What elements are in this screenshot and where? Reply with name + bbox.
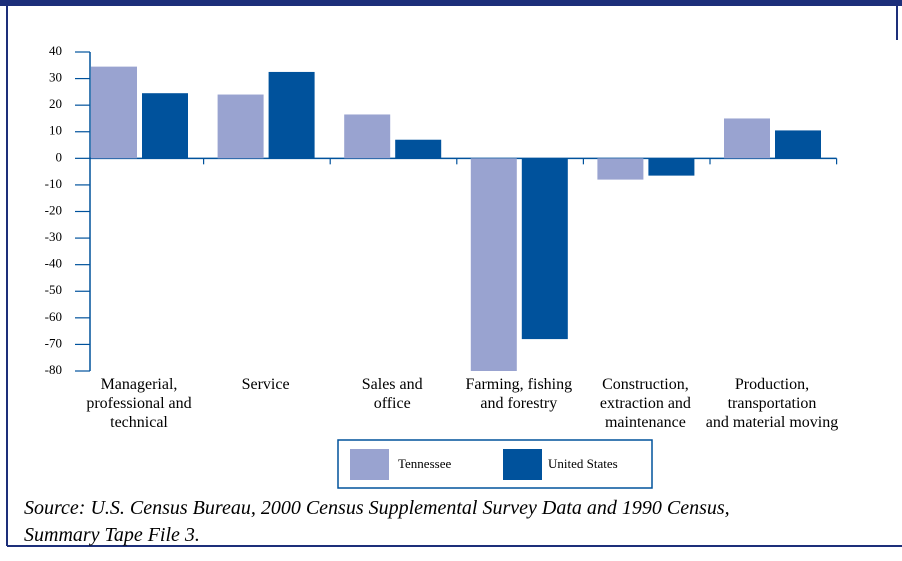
y-tick-label: -70	[45, 335, 62, 350]
x-tick-label: Production, transportation and material mo…	[706, 376, 838, 431]
bar	[470, 158, 517, 371]
source-line: Source: U.S. Census Bureau, 2000 Census …	[24, 497, 730, 519]
bar	[648, 158, 695, 176]
bar	[91, 66, 137, 159]
bar	[597, 158, 644, 180]
bar	[724, 118, 770, 159]
y-tick-label: 20	[49, 96, 62, 111]
bar	[142, 93, 188, 159]
legend-label: Tennessee	[398, 456, 451, 471]
bar	[775, 130, 821, 159]
legend-swatch	[350, 449, 389, 480]
legend-label: United States	[548, 456, 618, 471]
y-tick-label: -30	[45, 229, 62, 244]
y-tick-label: 30	[49, 70, 62, 85]
bar	[217, 94, 264, 159]
y-tick-label: -60	[45, 309, 62, 324]
bar	[344, 114, 391, 159]
x-tick-label: Construction, extraction and maintenance	[600, 376, 691, 431]
bar	[521, 158, 568, 340]
y-tick-label: -80	[45, 362, 62, 377]
y-tick-label: 40	[49, 43, 62, 58]
y-tick-label: -20	[45, 202, 62, 217]
source-line: Summary Tape File 3.	[24, 524, 200, 546]
y-tick-label: -10	[45, 176, 62, 191]
legend-box	[337, 439, 653, 489]
x-tick-label: Service	[242, 376, 290, 393]
bar	[268, 71, 315, 159]
y-tick-label: -50	[45, 282, 62, 297]
legend-swatch	[503, 449, 542, 480]
y-tick-label: 10	[49, 123, 62, 138]
bar	[395, 139, 442, 159]
y-tick-label: -40	[45, 256, 62, 271]
y-tick-label: 0	[56, 149, 63, 164]
x-tick-label: Managerial, professional and technical	[86, 376, 191, 431]
x-tick-label: Sales and office	[362, 376, 423, 412]
top-border	[0, 0, 902, 6]
x-tick-label: Farming, fishing and forestry	[465, 376, 572, 412]
